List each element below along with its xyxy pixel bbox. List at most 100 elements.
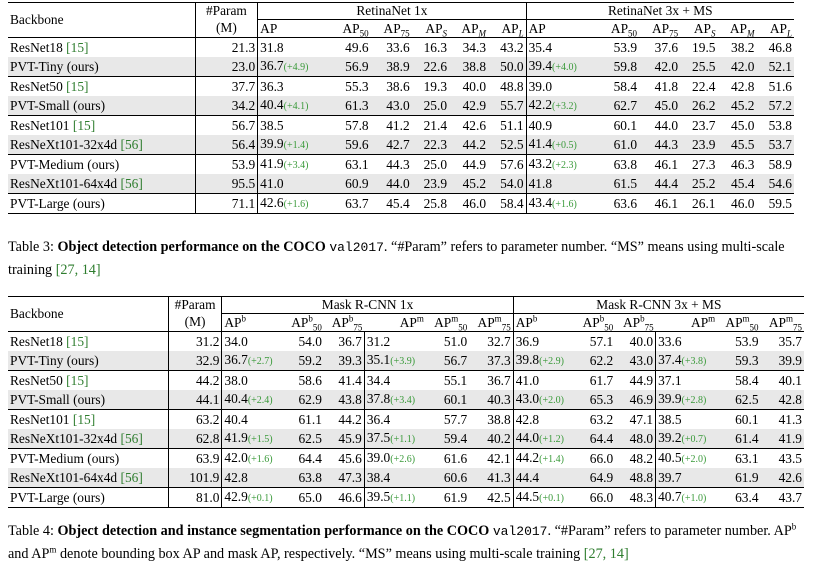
metric-value: 56.9	[329, 57, 371, 77]
metric-header: APm75	[469, 313, 514, 332]
metric-value: 57.2	[756, 96, 794, 116]
metric-value: 64.4	[283, 448, 324, 468]
metric-value: 62.7	[598, 96, 640, 116]
metric-value: 65.3	[574, 390, 616, 410]
backbone-header: Backbone	[8, 296, 169, 332]
gain-value: (+3.8)	[681, 355, 707, 367]
gain-value: (+2.9)	[539, 355, 564, 367]
param-header: #Param	[194, 2, 258, 20]
metric-value: 36.7	[469, 370, 514, 390]
metric-value: 31.2	[363, 331, 426, 351]
metric-value: 51.6	[756, 76, 794, 96]
metric-value: 57.7	[425, 409, 470, 429]
metric-value: 37.6	[639, 37, 681, 57]
metric-value: 58.4	[598, 76, 640, 96]
metric-header: APM	[449, 19, 489, 38]
metric-value: 44.3	[370, 154, 412, 174]
metric-value: 25.2	[680, 174, 718, 194]
citation: [15]	[66, 372, 89, 388]
metric-value: 41.3	[469, 468, 514, 488]
metric-value: 46.8	[756, 37, 794, 57]
metric-row: (M) APb APb50 APb75 APm APm50 APm75 APb APb50 APb…	[8, 313, 804, 332]
metric-value: 45.4	[370, 193, 412, 214]
metric-value: 25.8	[411, 193, 450, 214]
metric-value: 23.9	[680, 135, 718, 155]
metric-value: 33.6	[655, 331, 718, 351]
gain-value: (+1.1)	[390, 433, 416, 445]
metric-value: 45.2	[717, 96, 757, 116]
metric-value: 38.4	[363, 468, 426, 488]
metric-value: 41.9(+3.4)	[257, 154, 330, 174]
metric-value: 61.7	[574, 370, 616, 390]
metric-row: (M) AP AP50 AP75 APS APM APL AP AP50 AP75 APS APM AP…	[8, 19, 794, 38]
metric-value: 40.1	[760, 370, 804, 390]
metric-value: 46.3	[717, 154, 757, 174]
gain-value: (+1.4)	[539, 453, 564, 465]
metric-value: 63.1	[717, 448, 761, 468]
metric-value: 59.6	[329, 135, 371, 155]
metric-value: 39.0	[525, 76, 598, 96]
metric-header: AP75	[639, 19, 681, 38]
metric-value: 61.0	[598, 135, 640, 155]
metric-value: 22.6	[411, 57, 450, 77]
gain-value: (+0.5)	[552, 139, 577, 151]
metric-value: 37.1	[655, 370, 718, 390]
group1-header: RetinaNet 1x	[257, 2, 527, 20]
metric-value: 43.0	[370, 96, 412, 116]
citation: [56]	[120, 469, 143, 485]
metric-value: 42.1	[469, 448, 514, 468]
metric-header: AP	[257, 19, 330, 38]
metric-value: 63.8	[598, 154, 640, 174]
metric-value: 41.4(+0.5)	[525, 135, 598, 155]
metric-value: 50.0	[488, 57, 527, 77]
metric-value: 42.5	[469, 487, 514, 508]
metric-value: 61.9	[717, 468, 761, 488]
metric-value: 53.9	[598, 37, 640, 57]
metric-value: 48.8	[615, 468, 656, 488]
table-row: ResNet50 [15] 44.2 38.0 58.6 41.4 34.4 55.1 36.…	[8, 370, 804, 390]
metric-value: 42.2(+3.2)	[525, 96, 598, 116]
metric-value: 44.9	[449, 154, 489, 174]
metric-value: 42.6(+1.6)	[257, 193, 330, 214]
metric-value: 25.0	[411, 154, 450, 174]
param-unit: (M)	[167, 313, 222, 332]
metric-value: 44.4	[512, 468, 575, 488]
header-row: Backbone #Param RetinaNet 1x RetinaNet 3x +…	[8, 2, 794, 38]
metric-value: 47.1	[615, 409, 656, 429]
metric-header: APm50	[717, 313, 761, 332]
metric-value: 48.3	[615, 487, 656, 508]
metric-value: 41.0	[512, 370, 575, 390]
metric-value: 51.0	[425, 331, 470, 351]
metric-value: 64.4	[574, 429, 616, 449]
metric-value: 39.0(+2.6)	[363, 448, 426, 468]
metric-value: 40.0	[615, 331, 656, 351]
metric-value: 38.8	[469, 409, 514, 429]
metric-value: 39.7	[655, 468, 718, 488]
table-row: ResNeXt101-32x4d [56] 62.8 41.9(+1.5) 62.5 4…	[8, 429, 804, 449]
param-value: 21.3	[194, 37, 258, 57]
param-value: 101.9	[167, 468, 222, 488]
backbone-name: PVT-Small (ours)	[8, 390, 169, 410]
metric-value: 63.1	[329, 154, 371, 174]
metric-value: 42.0(+1.6)	[221, 448, 284, 468]
metric-value: 39.4(+4.0)	[525, 57, 598, 77]
metric-value: 44.9	[615, 370, 656, 390]
table-row: PVT-Small (ours) 44.1 40.4(+2.4) 62.9 43.8 37…	[8, 390, 804, 410]
gain-value: (+1.0)	[681, 492, 707, 504]
metric-value: 43.2(+2.3)	[525, 154, 598, 174]
param-value: 53.9	[194, 154, 258, 174]
citation: [15]	[66, 333, 89, 349]
metric-value: 40.4	[221, 409, 284, 429]
metric-value: 38.0	[221, 370, 284, 390]
metric-value: 52.1	[756, 57, 794, 77]
metric-value: 41.3	[760, 409, 804, 429]
metric-value: 26.1	[680, 193, 718, 214]
metric-value: 60.9	[329, 174, 371, 194]
metric-value: 34.3	[449, 37, 489, 57]
metric-value: 19.5	[680, 37, 718, 57]
metric-value: 45.9	[323, 429, 365, 449]
metric-value: 44.0	[639, 115, 681, 135]
param-value: 81.0	[167, 487, 222, 508]
metric-value: 36.7(+2.7)	[221, 351, 284, 371]
param-value: 44.1	[167, 390, 222, 410]
